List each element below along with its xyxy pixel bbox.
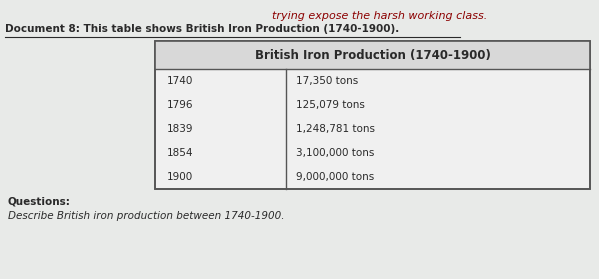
Bar bbox=[155, 41, 590, 69]
Text: 125,079 tons: 125,079 tons bbox=[295, 100, 364, 110]
Text: 1854: 1854 bbox=[167, 148, 193, 158]
Text: 17,350 tons: 17,350 tons bbox=[295, 76, 358, 86]
Text: 1740: 1740 bbox=[167, 76, 193, 86]
Text: British Iron Production (1740-1900): British Iron Production (1740-1900) bbox=[255, 49, 491, 61]
Text: trying expose the harsh working class.: trying expose the harsh working class. bbox=[273, 11, 488, 21]
Bar bbox=[155, 41, 590, 189]
Bar bbox=[155, 41, 590, 189]
Text: Document 8: This table shows British Iron Production (1740-1900).: Document 8: This table shows British Iro… bbox=[5, 24, 400, 34]
Text: Questions:: Questions: bbox=[8, 197, 71, 207]
Text: 1,248,781 tons: 1,248,781 tons bbox=[295, 124, 374, 134]
Text: 1900: 1900 bbox=[167, 172, 193, 182]
Text: Describe British iron production between 1740-1900.: Describe British iron production between… bbox=[8, 211, 285, 221]
Text: 1796: 1796 bbox=[167, 100, 193, 110]
Text: 9,000,000 tons: 9,000,000 tons bbox=[295, 172, 374, 182]
Text: 3,100,000 tons: 3,100,000 tons bbox=[295, 148, 374, 158]
Text: 1839: 1839 bbox=[167, 124, 193, 134]
